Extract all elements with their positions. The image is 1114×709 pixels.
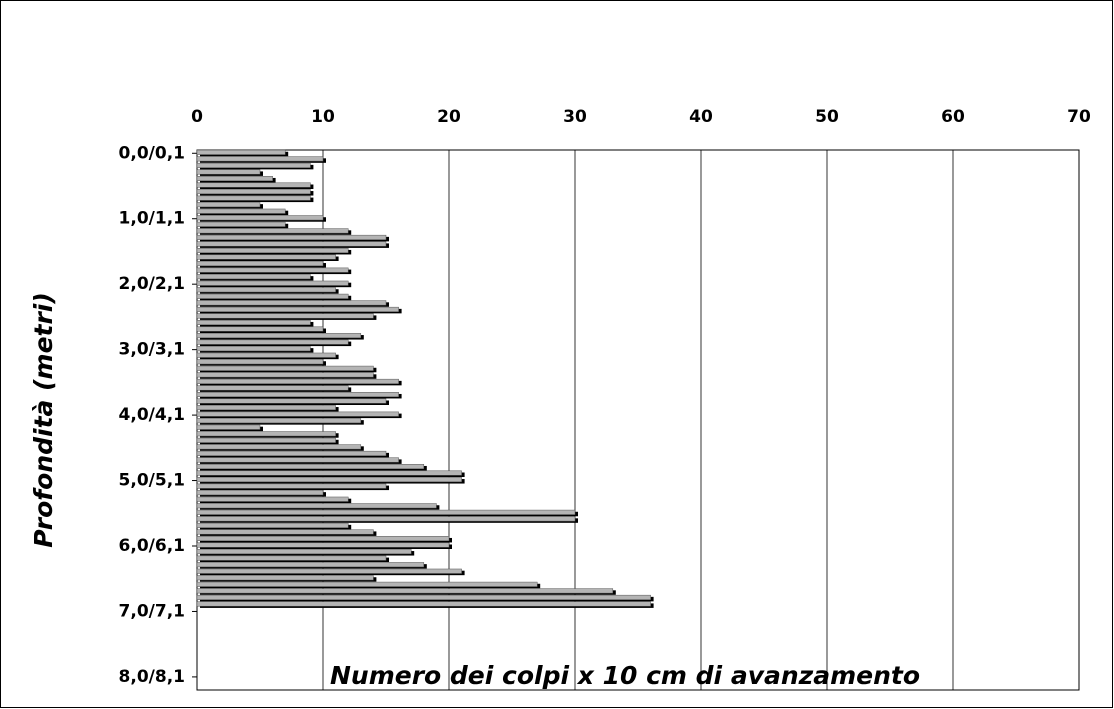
bar — [196, 228, 349, 234]
bar — [196, 581, 538, 587]
x-tick-label: 0 — [191, 107, 203, 127]
bar — [196, 215, 324, 221]
bar — [196, 346, 311, 352]
bar — [196, 509, 576, 515]
y-tick-label: 6,0/6,1 — [119, 536, 185, 556]
bar — [196, 241, 387, 247]
bar — [196, 300, 387, 306]
x-tick-label: 70 — [1067, 107, 1091, 127]
bar — [196, 313, 374, 319]
bar — [196, 457, 399, 463]
bar — [196, 293, 349, 299]
bar — [196, 306, 399, 312]
bar — [196, 496, 349, 502]
bar — [196, 274, 311, 280]
bar — [196, 156, 324, 162]
bar — [196, 149, 286, 155]
bar — [196, 594, 651, 600]
x-tick-label: 10 — [311, 107, 335, 127]
bar — [196, 588, 614, 594]
bar — [196, 320, 311, 326]
x-tick-label: 40 — [689, 107, 713, 127]
bar — [196, 562, 425, 568]
y-tick-label: 4,0/4,1 — [119, 405, 185, 425]
bar — [196, 392, 399, 398]
bar — [196, 195, 311, 201]
bar — [196, 378, 399, 384]
bar — [196, 516, 576, 522]
bar — [196, 575, 374, 581]
x-tick-label: 60 — [941, 107, 965, 127]
bar — [196, 542, 450, 548]
bar — [196, 477, 462, 483]
bar — [196, 444, 362, 450]
bar — [196, 450, 387, 456]
bar — [196, 601, 651, 607]
bar — [196, 464, 425, 470]
bar — [196, 372, 374, 378]
bar — [196, 418, 362, 424]
bar — [196, 202, 261, 208]
bar — [196, 431, 336, 437]
y-tick-label: 8,0/8,1 — [119, 667, 185, 687]
x-tick-label: 50 — [815, 107, 839, 127]
bar — [196, 234, 387, 240]
bar — [196, 339, 349, 345]
x-tick-label: 30 — [563, 107, 587, 127]
bar — [196, 352, 336, 358]
bar — [196, 176, 273, 182]
bar — [196, 261, 324, 267]
y-tick-label: 5,0/5,1 — [119, 471, 185, 491]
bar — [196, 162, 311, 168]
bar — [196, 549, 412, 555]
bar — [196, 248, 349, 254]
bar — [196, 280, 349, 286]
bar — [196, 398, 387, 404]
bar — [196, 385, 349, 391]
bar — [196, 522, 349, 528]
bar — [196, 267, 349, 273]
bar — [196, 470, 462, 476]
bar — [196, 424, 261, 430]
bar — [196, 254, 336, 260]
bar — [196, 437, 336, 443]
bar — [196, 503, 437, 509]
bar — [196, 490, 324, 496]
bar — [196, 221, 286, 227]
bar — [196, 568, 462, 574]
bar — [196, 189, 311, 195]
x-tick-label: 20 — [437, 107, 461, 127]
bar — [196, 529, 374, 535]
bar — [196, 326, 324, 332]
y-tick-label: 1,0/1,1 — [119, 209, 185, 229]
bar — [196, 555, 387, 561]
bar — [196, 208, 286, 214]
bar — [196, 359, 324, 365]
bar — [196, 405, 336, 411]
y-tick-label: 3,0/3,1 — [119, 340, 185, 360]
bar — [196, 411, 399, 417]
bar — [196, 169, 261, 175]
bar — [196, 333, 362, 339]
x-axis-label: Numero dei colpi x 10 cm di avanzamento — [330, 661, 920, 690]
y-tick-label: 0,0/0,1 — [119, 143, 185, 163]
y-axis-label: Profondità (metri) — [29, 292, 58, 548]
y-tick-label: 2,0/2,1 — [119, 274, 185, 294]
y-tick-label: 7,0/7,1 — [119, 601, 185, 621]
bar — [196, 182, 311, 188]
bar — [196, 365, 374, 371]
bar — [196, 287, 336, 293]
bar — [196, 536, 450, 542]
bar — [196, 483, 387, 489]
